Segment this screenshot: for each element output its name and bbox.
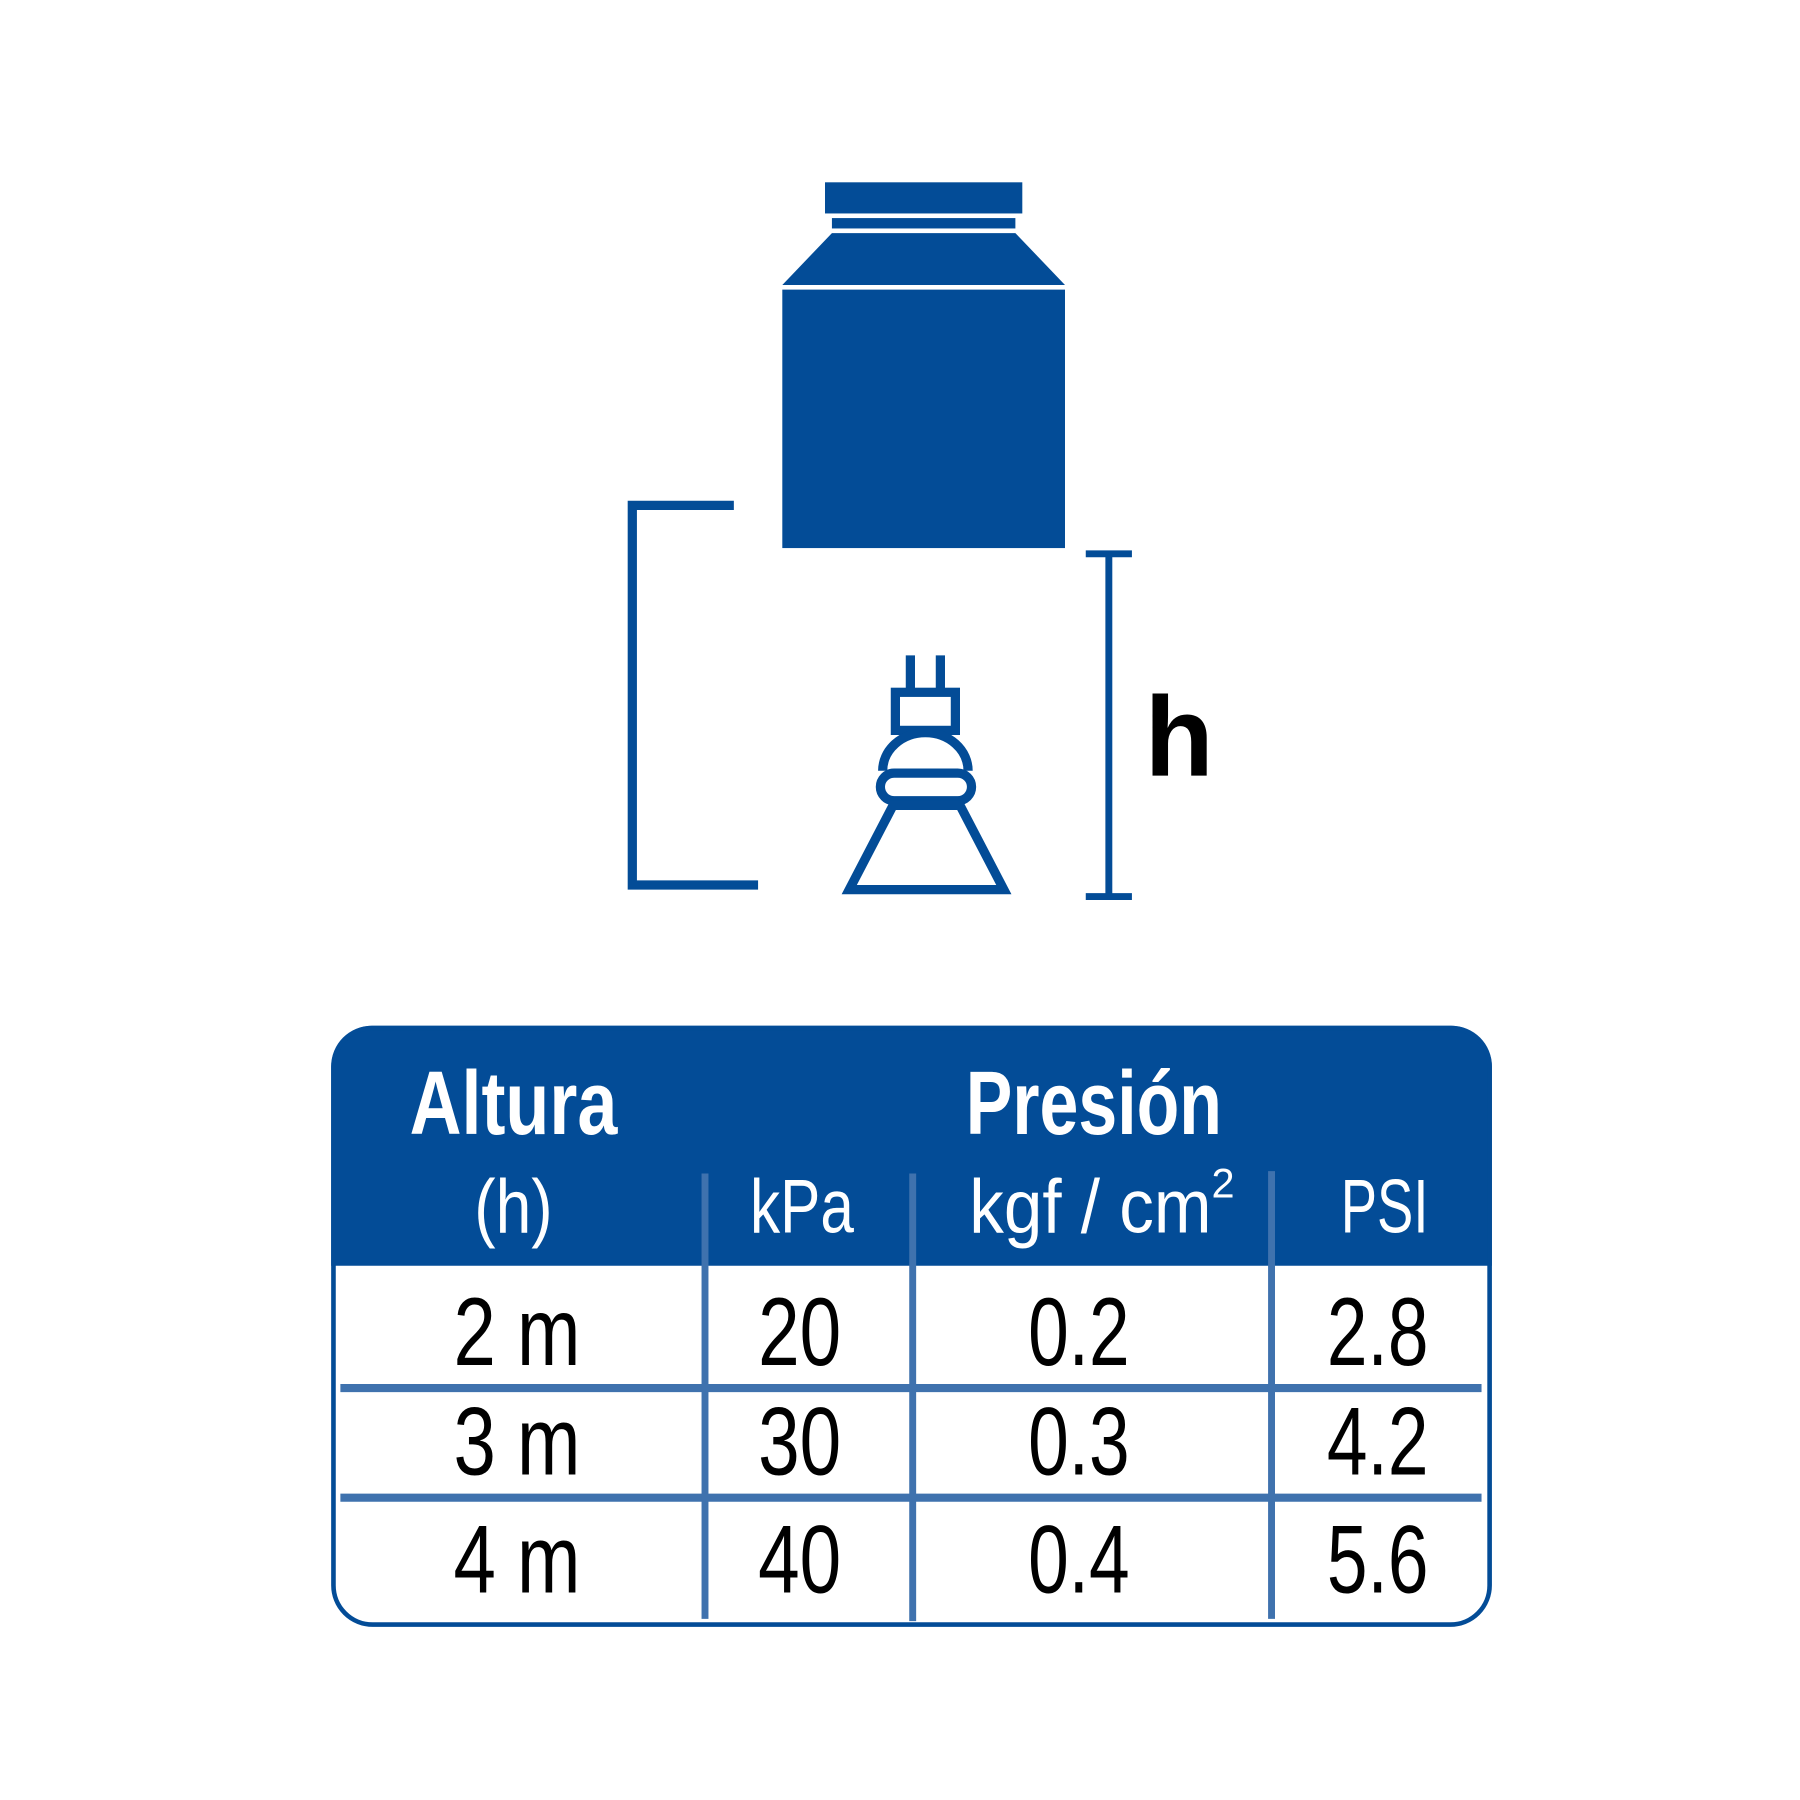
cell-altura: 3 m [453, 1387, 580, 1496]
pipe-bracket-icon [627, 500, 759, 890]
table-row: 3 m 30 0.3 4.2 [453, 1387, 1428, 1496]
height-label: h [1145, 673, 1214, 799]
header-presion: Presión [966, 1054, 1222, 1154]
table-header-bg [331, 1025, 1492, 1266]
height-dimension-icon [1085, 550, 1132, 900]
header-altura: Altura [410, 1054, 618, 1154]
pressure-table: Altura Presión (h) kPa kgf / cm2 PSI 2 m… [331, 1025, 1492, 1627]
cell-kpa: 20 [758, 1277, 841, 1386]
cell-kgf: 0.3 [1028, 1387, 1130, 1496]
subheader-h: (h) [474, 1164, 552, 1249]
cell-psi: 2.8 [1327, 1277, 1429, 1386]
table-row: 4 m 40 0.4 5.6 [453, 1504, 1428, 1613]
cell-psi: 4.2 [1327, 1387, 1429, 1496]
cell-kpa: 40 [758, 1504, 841, 1613]
table-border [331, 1025, 1492, 1627]
subheader-psi: PSI [1341, 1164, 1429, 1249]
cell-altura: 4 m [453, 1504, 580, 1613]
water-tank-icon [782, 182, 1065, 549]
water-pump-icon [841, 655, 1012, 895]
cell-altura: 2 m [453, 1277, 580, 1386]
cell-kgf: 0.2 [1028, 1277, 1130, 1386]
table-grid [340, 1171, 1482, 1622]
table-row: 2 m 20 0.2 2.8 [453, 1277, 1428, 1386]
cell-kpa: 30 [758, 1387, 841, 1496]
cell-psi: 5.6 [1327, 1504, 1429, 1613]
cell-kgf: 0.4 [1028, 1504, 1130, 1613]
subheader-kpa: kPa [750, 1164, 854, 1249]
subheader-kgf-cm2: kgf / cm2 [969, 1160, 1234, 1250]
